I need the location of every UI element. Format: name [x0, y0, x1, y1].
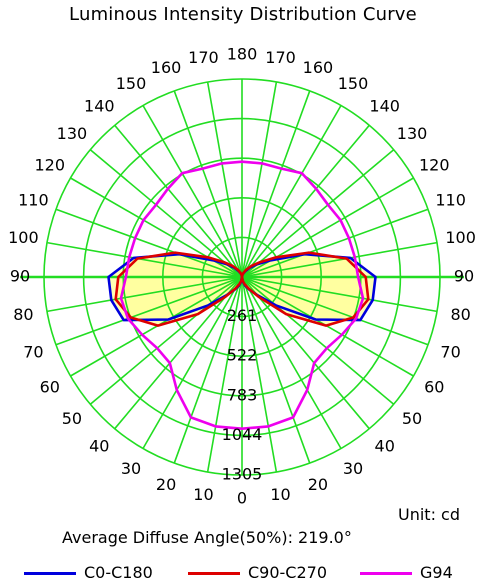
angle-label: 170	[188, 48, 219, 67]
radial-tick-label: 1305	[222, 465, 263, 484]
grid-spoke	[46, 241, 243, 278]
radial-tick-label: 1044	[222, 425, 263, 444]
angle-label: 160	[151, 58, 182, 77]
angle-label: 100	[445, 228, 476, 247]
angle-label: 180	[227, 45, 258, 64]
angle-label: 50	[402, 409, 422, 428]
label-layer: 2615227831044130501020304050607080901001…	[8, 45, 476, 508]
angle-label: 60	[40, 378, 60, 397]
grid-spoke	[89, 149, 243, 278]
grid-spoke	[55, 208, 243, 278]
grid-spoke	[70, 276, 243, 377]
grid-spoke	[173, 276, 243, 464]
grid-spoke	[241, 149, 395, 278]
angle-label: 50	[62, 409, 82, 428]
angle-label: 140	[369, 96, 400, 115]
grid-spoke	[241, 276, 278, 473]
angle-label: 110	[18, 191, 49, 210]
radial-tick-label: 261	[227, 306, 258, 325]
angle-label: 20	[156, 475, 176, 494]
grid-spoke	[114, 276, 243, 430]
legend: C0-C180 C90-C270 G94	[0, 562, 486, 584]
angle-label: 80	[450, 305, 470, 324]
grid-spoke	[142, 105, 243, 278]
angle-label: 110	[435, 191, 466, 210]
grid-spoke	[241, 276, 414, 377]
grid-spoke	[46, 276, 243, 313]
angle-label: 10	[193, 485, 213, 504]
grid-spoke	[241, 105, 342, 278]
grid-spoke	[241, 124, 370, 278]
angle-label: 170	[265, 48, 296, 67]
angle-label: 90	[10, 267, 30, 286]
angle-label: 160	[303, 58, 334, 77]
legend-line-g94	[360, 572, 412, 575]
angle-label: 120	[419, 156, 450, 175]
grid-spoke	[241, 276, 395, 405]
angle-label: 40	[89, 437, 109, 456]
series-layer	[107, 160, 377, 430]
angle-label: 10	[270, 485, 290, 504]
unit-label: Unit: cd	[398, 505, 460, 524]
angle-label: 90	[454, 267, 474, 286]
legend-line-c0-c180	[24, 572, 76, 575]
grid-spoke	[241, 241, 438, 278]
angle-label: 140	[84, 96, 115, 115]
series-fill	[115, 252, 369, 326]
series-line	[114, 251, 370, 327]
legend-line-c90-c270	[188, 572, 240, 575]
angle-label: 20	[308, 475, 328, 494]
radial-tick-label: 783	[227, 385, 258, 404]
angle-label: 150	[116, 74, 147, 93]
grid-spoke	[241, 90, 311, 278]
grid-spoke	[241, 208, 429, 278]
angle-label: 60	[424, 378, 444, 397]
angle-label: 30	[121, 459, 141, 478]
grid-spoke	[241, 81, 278, 278]
legend-label: G94	[420, 563, 453, 582]
legend-label: C90-C270	[248, 563, 328, 582]
angle-label: 120	[34, 156, 65, 175]
series-line	[119, 160, 365, 430]
grid-spoke	[142, 276, 243, 449]
grid-spoke	[241, 276, 370, 430]
angle-label: 130	[397, 124, 428, 143]
angle-label: 70	[23, 342, 43, 361]
angle-label: 130	[57, 124, 88, 143]
grid-spoke	[241, 276, 429, 346]
angle-label: 30	[343, 459, 363, 478]
grid-spoke	[206, 81, 243, 278]
angle-label: 150	[338, 74, 369, 93]
grid-spoke	[173, 90, 243, 278]
grid-spoke	[241, 276, 438, 313]
radial-tick-label: 522	[227, 346, 258, 365]
angle-label: 40	[375, 437, 395, 456]
angle-label: 70	[440, 342, 460, 361]
grid-spoke	[55, 276, 243, 346]
grid-spoke	[241, 276, 311, 464]
grid-spoke	[241, 276, 342, 449]
legend-label: C0-C180	[84, 563, 153, 582]
chart-title: Luminous Intensity Distribution Curve	[69, 4, 417, 25]
angle-label: 0	[237, 489, 247, 508]
fill-layer	[108, 252, 376, 326]
diffuse-angle-label: Average Diffuse Angle(50%): 219.0°	[62, 528, 352, 547]
grid-spoke	[89, 276, 243, 405]
angle-label: 80	[13, 305, 33, 324]
grid-spoke	[114, 124, 243, 278]
grid-spoke	[206, 276, 243, 473]
grid-layer	[20, 78, 464, 476]
angle-label: 100	[8, 228, 39, 247]
